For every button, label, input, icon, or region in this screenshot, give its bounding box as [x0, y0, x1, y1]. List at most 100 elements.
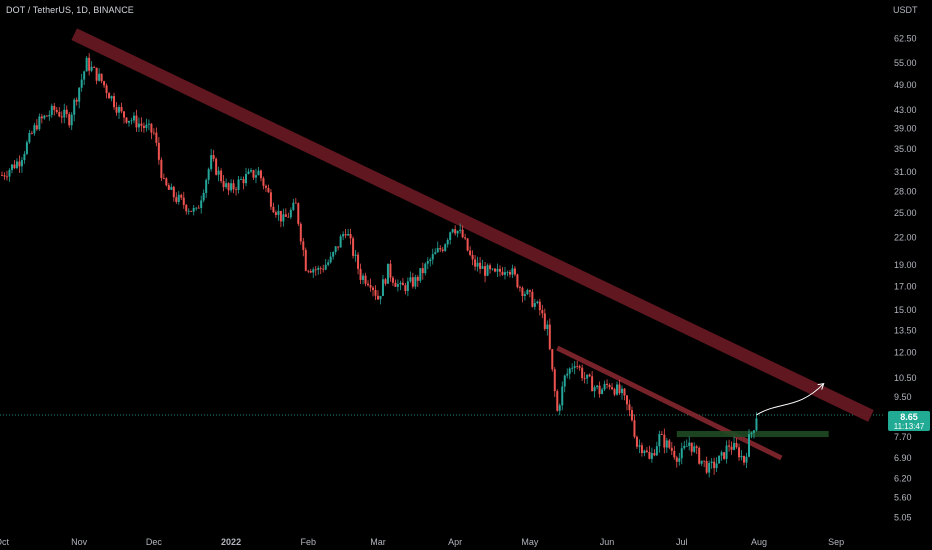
annotation-layer	[71, 28, 874, 461]
candle-body	[381, 279, 384, 296]
candle-body	[105, 85, 108, 94]
candle-body	[409, 277, 412, 282]
candle-body	[621, 388, 624, 394]
candle-body	[187, 210, 190, 212]
candle-body	[240, 179, 243, 180]
candle-body	[591, 376, 594, 392]
candle-body	[461, 229, 464, 238]
candle-body	[135, 115, 138, 128]
candle-body	[347, 234, 350, 236]
candle-body	[633, 420, 636, 437]
candle-body	[75, 99, 78, 102]
candle-body	[743, 455, 746, 463]
support-zone	[676, 430, 829, 438]
candle-body	[513, 268, 516, 275]
candle-body	[294, 202, 297, 204]
symbol-title[interactable]: DOT / TetherUS, 1D, BINANCE	[6, 5, 134, 15]
candle-body	[648, 451, 651, 459]
candle-body	[284, 214, 287, 217]
candle-body	[723, 452, 726, 459]
candle-body	[496, 268, 499, 272]
candle-body	[489, 265, 492, 270]
candle-body	[755, 418, 758, 431]
candle-body	[302, 241, 305, 250]
projection-arrow	[756, 383, 825, 416]
candle-body	[690, 442, 693, 452]
candle-body	[474, 259, 477, 267]
candle-body	[583, 378, 586, 379]
candle-body	[70, 114, 73, 126]
x-tick-label: Feb	[301, 537, 317, 547]
candle-body	[249, 170, 252, 172]
candle-body	[391, 277, 394, 283]
candle-body	[48, 114, 51, 117]
candle-body	[319, 268, 322, 269]
candle-body	[58, 112, 61, 117]
y-tick-label: 62.50	[894, 34, 917, 44]
candle-body	[685, 445, 688, 447]
y-tick-label: 13.50	[894, 325, 917, 335]
candle-body	[304, 249, 307, 271]
candle-body	[710, 461, 713, 464]
candle-body	[127, 120, 130, 123]
candle-body	[170, 186, 173, 190]
candle-body	[13, 164, 16, 169]
candle-body	[541, 310, 544, 314]
candle-body	[282, 214, 285, 222]
y-tick-label: 49.00	[894, 80, 917, 90]
candle-body	[342, 234, 345, 237]
candle-body	[581, 367, 584, 379]
candle-body	[15, 161, 18, 169]
candle-body	[167, 185, 170, 190]
candle-body	[738, 447, 741, 458]
candle-body	[720, 452, 723, 456]
candle-body	[628, 404, 631, 411]
candle-body	[424, 263, 427, 274]
candle-body	[225, 183, 228, 188]
candle-body	[3, 175, 6, 177]
candle-body	[389, 263, 392, 278]
y-tick-label: 17.00	[894, 281, 917, 291]
candle-body	[616, 384, 619, 395]
candle-body	[611, 387, 614, 390]
last-price-value: 8.65	[900, 412, 918, 422]
candle-body	[185, 204, 188, 212]
candle-body	[503, 272, 506, 275]
candle-body	[269, 192, 272, 207]
y-tick-label: 39.00	[894, 123, 917, 133]
candle-body	[399, 282, 402, 285]
candle-body	[262, 178, 265, 186]
candle-body	[386, 263, 389, 284]
candle-body	[665, 440, 668, 448]
candle-body	[396, 284, 399, 287]
candle-body	[322, 268, 325, 270]
candle-body	[603, 383, 606, 390]
y-tick-label: 15.00	[894, 305, 917, 315]
y-tick-label: 12.00	[894, 348, 917, 358]
candle-body	[145, 124, 148, 128]
candle-body	[563, 375, 566, 387]
candle-body	[441, 249, 444, 251]
candle-body	[588, 374, 591, 377]
candle-body	[155, 132, 158, 143]
y-axis[interactable]: 62.50 55.00 49.00 43.00 39.00 35.00 31.00 28.00…	[894, 34, 917, 523]
candle-body	[287, 216, 290, 218]
candle-body	[747, 434, 750, 457]
y-tick-label: 28.00	[894, 186, 917, 196]
candle-body	[93, 66, 96, 68]
candle-body	[20, 160, 23, 167]
candle-body	[521, 287, 524, 297]
candle-body	[494, 268, 497, 272]
x-axis[interactable]: Oct Nov Dec 2022 Feb Mar Apr May Jun Jul Aug Sep	[0, 537, 844, 547]
candle-body	[695, 446, 698, 448]
candle-body	[523, 294, 526, 297]
x-tick-label: Sep	[828, 537, 844, 547]
candle-body	[279, 210, 282, 222]
candle-body	[556, 391, 559, 411]
candle-body	[516, 274, 519, 288]
candle-body	[593, 387, 596, 392]
local-trend-line	[556, 345, 783, 461]
candle-body	[663, 434, 666, 448]
candle-body	[613, 389, 616, 395]
